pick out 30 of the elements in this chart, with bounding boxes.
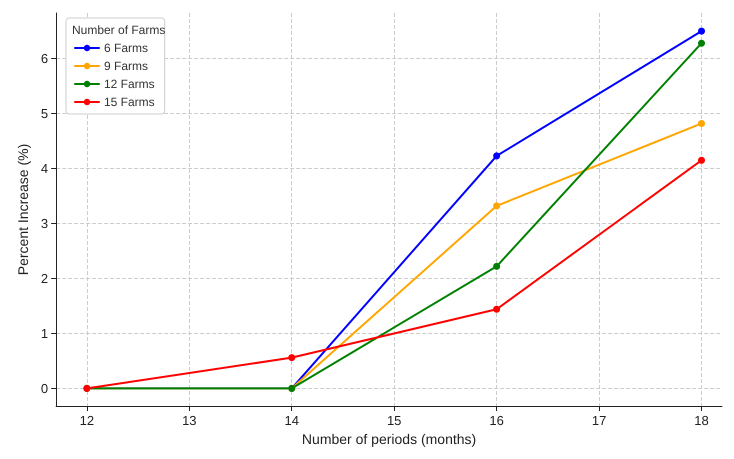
y-tick-label: 1 <box>40 326 48 341</box>
y-tick-label: 4 <box>40 161 48 176</box>
y-axis-title: Percent Increase (%) <box>15 144 31 276</box>
x-tick-label: 18 <box>694 413 709 428</box>
x-tick-label: 17 <box>592 413 606 428</box>
x-tick-label: 16 <box>489 413 504 428</box>
y-tick-label: 3 <box>40 216 48 232</box>
legend-label: 12 Farms <box>104 77 155 91</box>
y-tick-label: 0 <box>40 380 48 396</box>
legend-title: Number of Farms <box>72 23 166 37</box>
legend-label: 9 Farms <box>104 59 148 73</box>
legend-label: 6 Farms <box>104 41 148 55</box>
x-tick-label: 15 <box>386 413 402 428</box>
point <box>493 152 500 160</box>
x-tick-label: 13 <box>182 413 197 428</box>
legend-label: 15 Farms <box>104 95 155 109</box>
y-tick-label: 6 <box>40 51 48 66</box>
point <box>698 156 706 164</box>
point <box>698 120 706 127</box>
y-tick-label: 2 <box>40 270 48 286</box>
point <box>493 262 500 270</box>
point <box>493 202 500 210</box>
x-tick-label: 14 <box>284 413 299 428</box>
x-tick-label: 12 <box>80 413 94 428</box>
y-tick-label: 5 <box>40 106 48 122</box>
point <box>493 306 500 313</box>
point <box>698 28 706 35</box>
x-axis-title: Number of periods (months) <box>302 431 476 447</box>
point <box>288 354 296 362</box>
point <box>698 40 706 47</box>
